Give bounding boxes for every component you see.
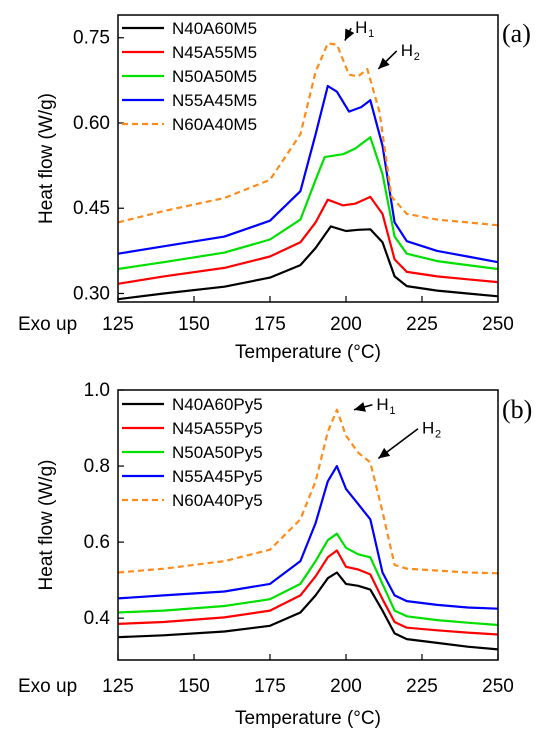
chart-panel-1: 125 150 175 200 225 250 0.30 0.45 0.60 0.75 Exo up… bbox=[18, 14, 531, 363]
plot-frame bbox=[117, 389, 499, 661]
x-tick-label: 175 bbox=[254, 676, 286, 697]
series-line-2 bbox=[117, 195, 499, 285]
x-tick-label: 250 bbox=[482, 314, 514, 335]
exo-up-label: Exo up bbox=[18, 314, 77, 335]
x-tick-label: 250 bbox=[482, 676, 514, 697]
y-tick-label: 0.8 bbox=[84, 456, 110, 477]
panel-label: (a) bbox=[502, 19, 531, 48]
x-tick-label: 150 bbox=[178, 676, 210, 697]
x-tick-label: 200 bbox=[330, 676, 362, 697]
y-tick-label: 0.6 bbox=[84, 532, 110, 553]
series-line-3 bbox=[117, 532, 499, 627]
legend-label: N45A55Py5 bbox=[172, 419, 263, 438]
y-tick-label: 0.4 bbox=[84, 608, 111, 629]
x-axis-label: Temperature (°C) bbox=[235, 342, 381, 363]
series-line-1 bbox=[117, 225, 499, 301]
series-line-2 bbox=[117, 549, 499, 636]
annotation-subscript: 1 bbox=[389, 405, 395, 417]
annotation-arrow-head bbox=[378, 57, 390, 69]
annotation-label: H bbox=[401, 41, 413, 60]
annotation-arrow-head bbox=[344, 28, 355, 41]
y-tick-label: 0.60 bbox=[73, 113, 110, 134]
annotation-arrow-head bbox=[378, 447, 391, 459]
legend-label: N55A45M5 bbox=[172, 91, 257, 110]
x-tick-label: 200 bbox=[330, 314, 362, 335]
annotation-label: H bbox=[422, 419, 434, 438]
series-line-4 bbox=[117, 84, 499, 264]
y-tick-label: 0.45 bbox=[73, 198, 110, 219]
series-line-4 bbox=[117, 465, 499, 610]
annotation-label: H bbox=[355, 18, 367, 37]
x-tick-label: 125 bbox=[102, 314, 134, 335]
plot-frame bbox=[117, 14, 499, 303]
legend-label: N45A55M5 bbox=[172, 43, 257, 62]
y-tick-label: 1.0 bbox=[84, 380, 110, 401]
series-line-5 bbox=[117, 42, 499, 227]
legend-label: N55A45Py5 bbox=[172, 467, 263, 486]
x-axis-label: Temperature (°C) bbox=[235, 708, 381, 729]
x-tick-label: 150 bbox=[178, 314, 210, 335]
legend-label: N50A50M5 bbox=[172, 67, 257, 86]
chart-panel-2: 125 150 175 200 225 250 0.4 0.6 0.8 1.0 Exo up Temp… bbox=[18, 380, 532, 729]
x-tick-label: 125 bbox=[102, 676, 134, 697]
legend-label: N40A60Py5 bbox=[172, 395, 263, 414]
annotation-arrow-head bbox=[354, 402, 366, 412]
legend-label: N60A40M5 bbox=[172, 115, 257, 134]
series-line-1 bbox=[117, 571, 499, 651]
series-line-5 bbox=[117, 408, 499, 575]
annotation-subscript: 1 bbox=[368, 28, 374, 40]
annotation-subscript: 2 bbox=[414, 51, 420, 63]
y-axis-label: Heat flow (W/g) bbox=[36, 93, 57, 224]
series-line-3 bbox=[117, 136, 499, 271]
panel-label: (b) bbox=[502, 395, 532, 424]
y-tick-label: 0.75 bbox=[73, 28, 110, 49]
y-tick-label: 0.30 bbox=[73, 283, 110, 304]
x-tick-label: 225 bbox=[406, 676, 438, 697]
legend-label: N40A60M5 bbox=[172, 19, 257, 38]
legend-label: N50A50Py5 bbox=[172, 443, 263, 462]
x-tick-label: 225 bbox=[406, 314, 438, 335]
x-tick-label: 175 bbox=[254, 314, 286, 335]
y-axis-label: Heat flow (W/g) bbox=[36, 460, 57, 591]
legend-label: N60A40Py5 bbox=[172, 491, 263, 510]
annotation-label: H bbox=[376, 395, 388, 414]
exo-up-label: Exo up bbox=[18, 676, 77, 697]
annotation-subscript: 2 bbox=[435, 429, 441, 441]
